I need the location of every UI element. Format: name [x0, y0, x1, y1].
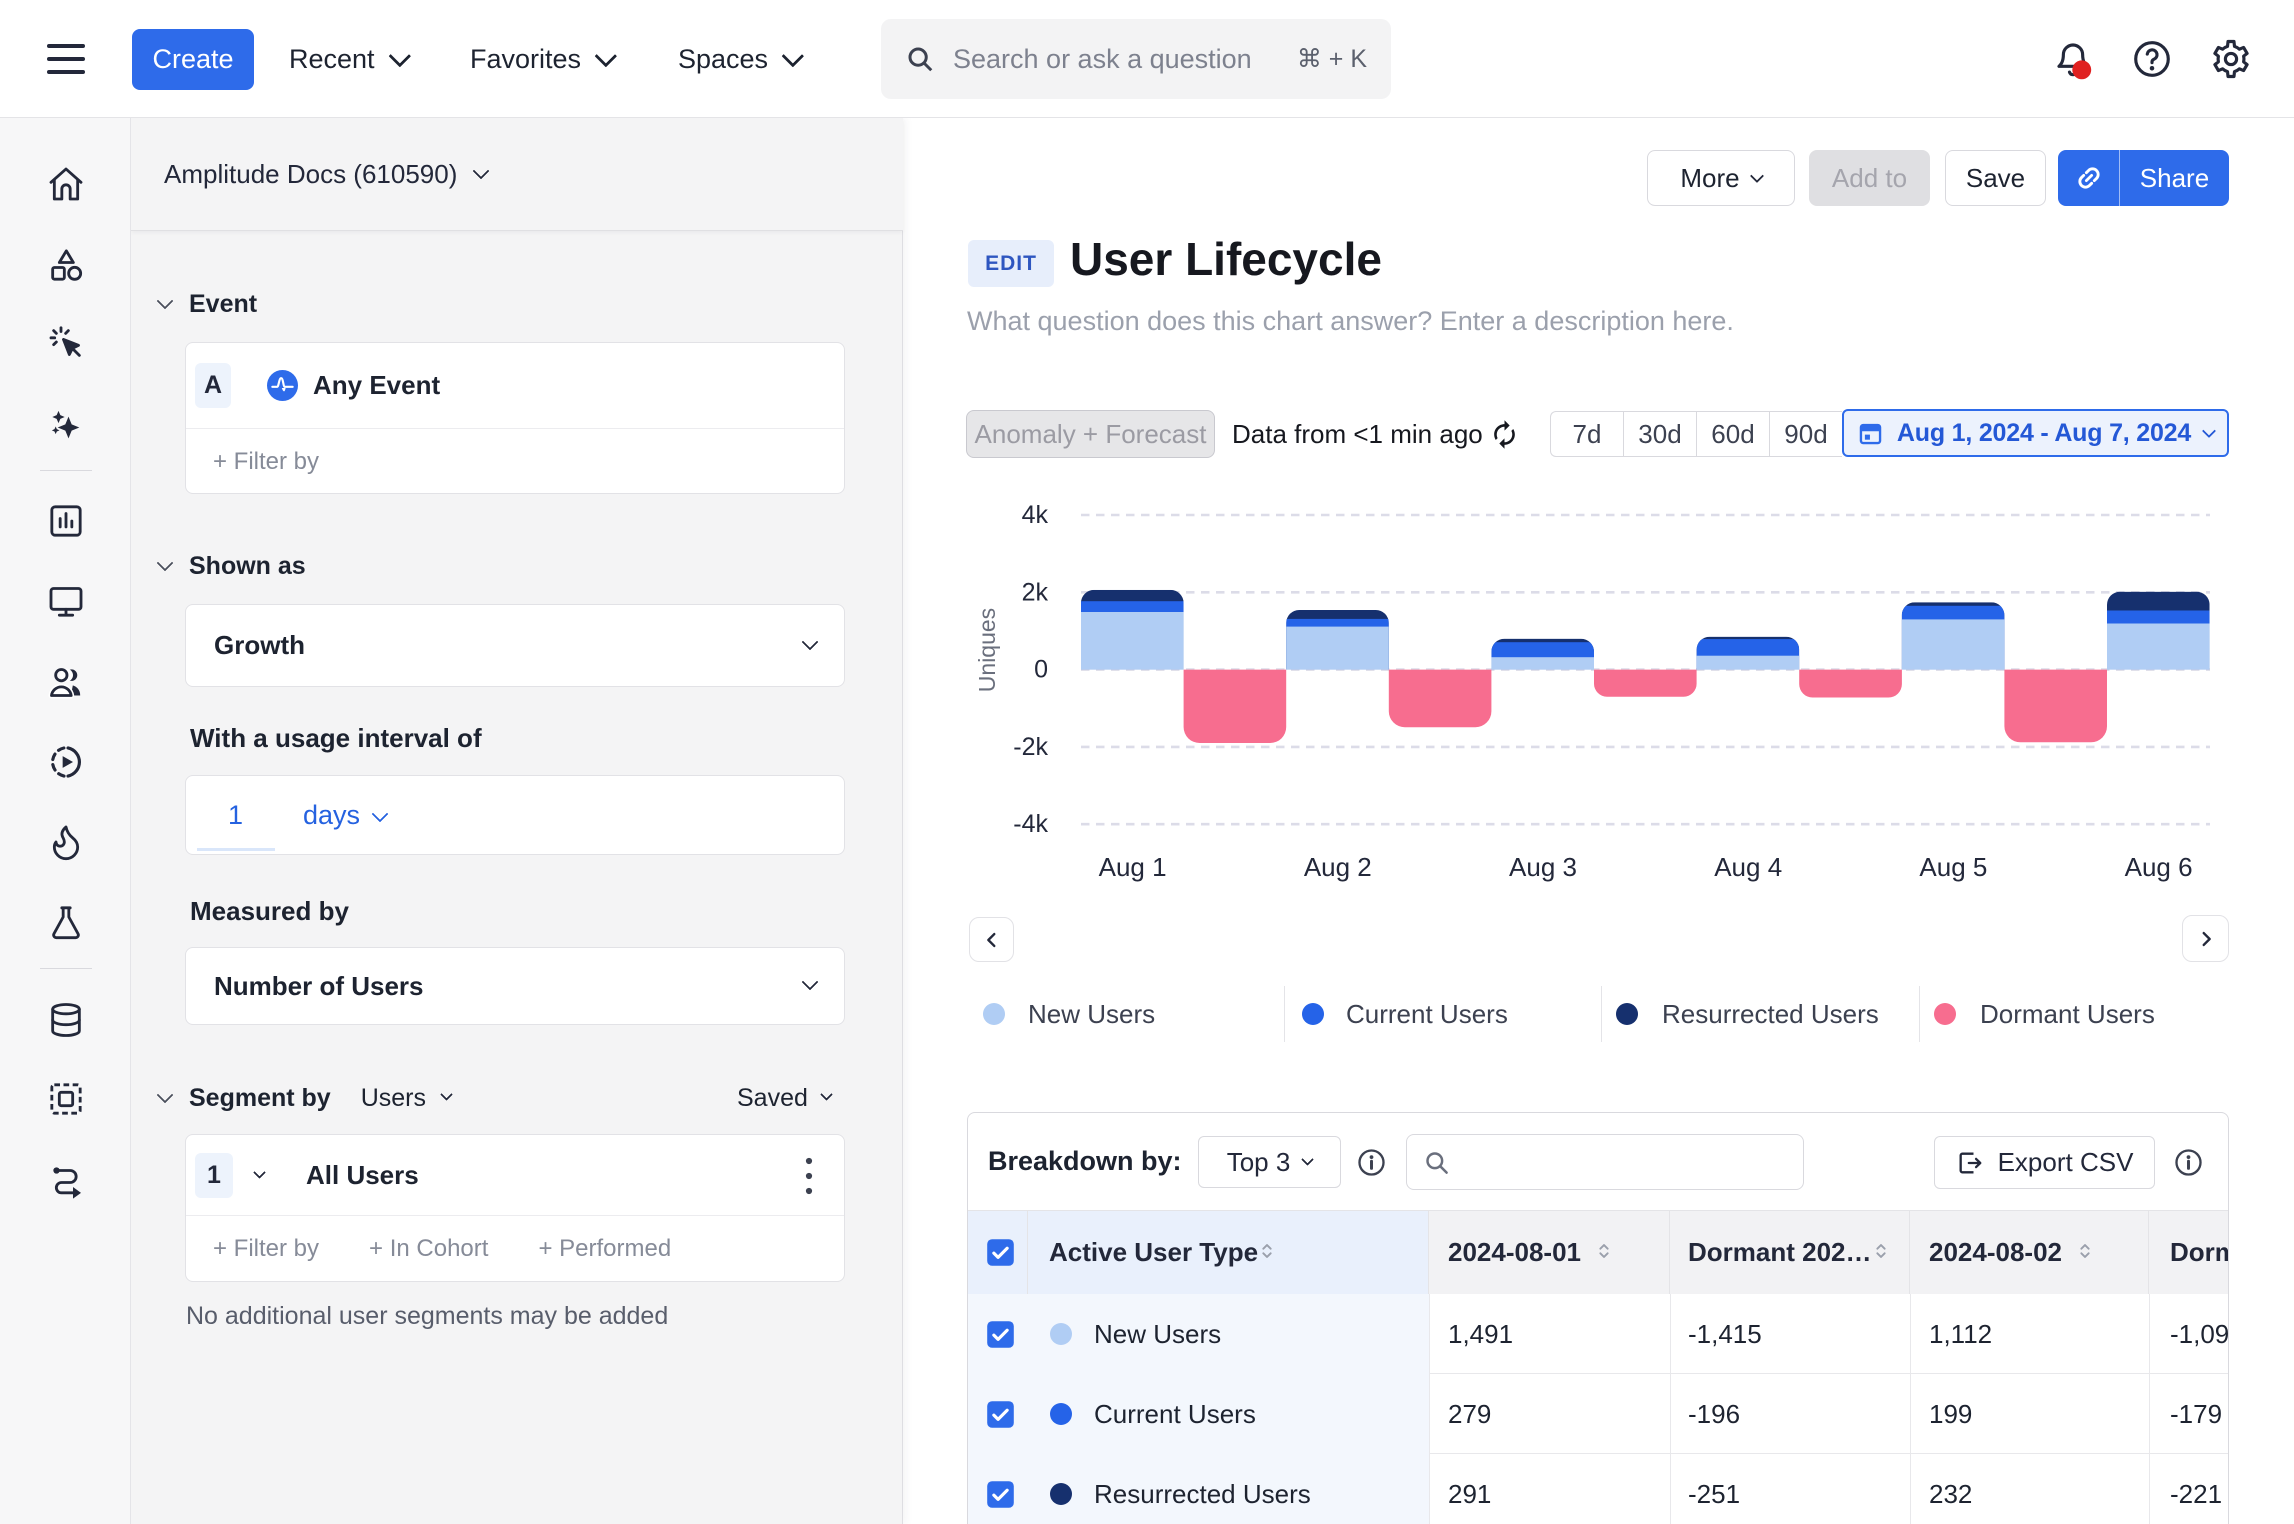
svg-text:Aug 3: Aug 3	[1509, 852, 1577, 882]
svg-text:Aug 2: Aug 2	[1304, 852, 1372, 882]
svg-text:Aug 5: Aug 5	[1919, 852, 1987, 882]
svg-text:0: 0	[1034, 656, 1048, 684]
svg-text:Uniques: Uniques	[974, 608, 1000, 692]
svg-text:Aug 4: Aug 4	[1714, 852, 1782, 882]
svg-text:-4k: -4k	[1013, 810, 1048, 838]
svg-text:-2k: -2k	[1013, 733, 1048, 761]
svg-text:Aug 1: Aug 1	[1099, 852, 1167, 882]
svg-text:Aug 6: Aug 6	[2125, 852, 2193, 882]
svg-text:4k: 4k	[1022, 501, 1049, 529]
svg-text:2k: 2k	[1022, 578, 1049, 606]
